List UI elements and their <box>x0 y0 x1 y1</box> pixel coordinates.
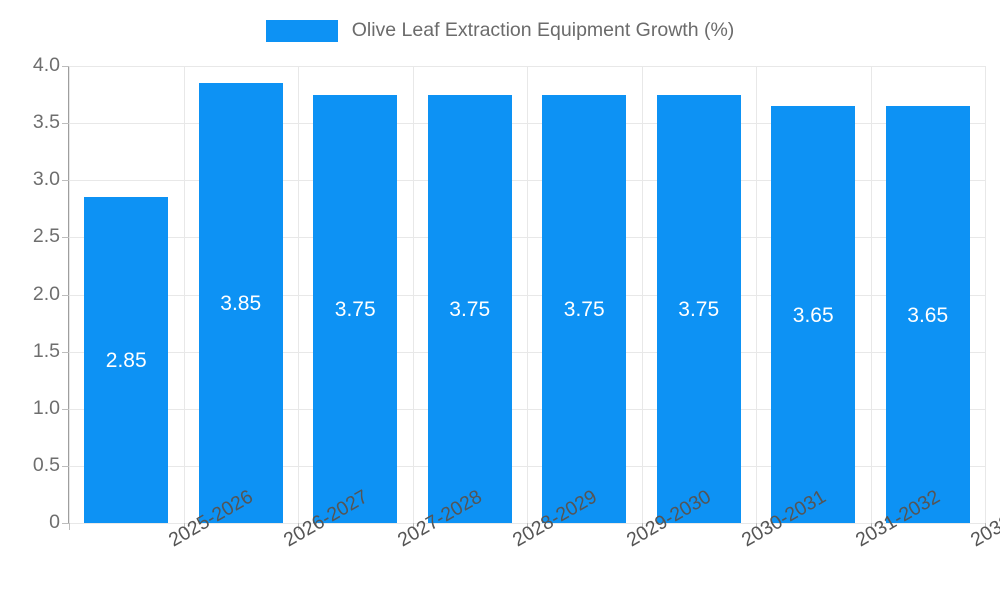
y-axis-tick-mark <box>62 295 69 296</box>
y-axis-tick-mark <box>62 466 69 467</box>
gridline-vertical <box>642 66 643 523</box>
y-axis-tick-label: 3.5 <box>32 111 60 134</box>
x-axis-tick-mark <box>756 523 757 530</box>
gridline-vertical <box>985 66 986 523</box>
x-axis-tick-label: 2032-2033 <box>966 485 1000 552</box>
bar-value-label: 2.85 <box>105 349 147 373</box>
y-axis-tick-mark <box>62 66 69 67</box>
x-axis-tick-mark <box>985 523 986 530</box>
x-axis-tick-label: 2030-2031 <box>738 486 830 552</box>
bar[interactable]: 3.75 <box>656 94 741 523</box>
x-axis-tick-mark <box>413 523 414 530</box>
plot-area: 2.85 3.85 3.75 3.75 3.75 3.75 3.65 3.65 <box>69 66 986 524</box>
y-axis-tick-mark <box>62 123 69 124</box>
x-axis-tick-label: 2026-2027 <box>280 486 372 552</box>
y-axis-tick-mark <box>62 409 69 410</box>
bar[interactable]: 2.85 <box>84 197 169 523</box>
chart-legend: Olive Leaf Extraction Equipment Growth (… <box>0 14 1000 48</box>
y-axis-tick-label: 2.5 <box>32 225 60 248</box>
x-axis-tick-label: 2028-2029 <box>509 486 601 552</box>
gridline-vertical <box>527 66 528 523</box>
legend-color-swatch <box>265 20 338 42</box>
gridline-vertical <box>413 66 414 523</box>
x-axis-tick-label: 2029-2030 <box>623 486 715 552</box>
y-axis-tick-label: 0 <box>49 511 60 533</box>
bar-value-label: 3.85 <box>220 292 262 316</box>
y-axis-tick-label: 4.0 <box>32 54 60 76</box>
gridline-vertical <box>184 66 185 523</box>
x-axis-tick-label: 2031-2032 <box>852 486 944 552</box>
y-axis-tick-label: 2.0 <box>32 282 60 305</box>
bar[interactable]: 3.65 <box>885 106 970 523</box>
bar-value-label: 3.75 <box>563 297 605 321</box>
bar-value-label: 3.75 <box>449 297 491 321</box>
bar[interactable]: 3.65 <box>771 106 856 523</box>
y-axis-tick-mark <box>62 180 69 181</box>
bar-value-label: 3.75 <box>678 297 720 321</box>
bar-value-label: 3.75 <box>334 297 376 321</box>
y-axis-tick-label: 1.5 <box>32 339 60 362</box>
x-axis-tick-mark <box>642 523 643 530</box>
x-axis-tick-label: 2025-2026 <box>165 486 257 552</box>
x-axis-tick-mark <box>871 523 872 530</box>
x-axis-tick-mark <box>69 523 70 530</box>
gridline-vertical <box>298 66 299 523</box>
y-axis-tick-mark <box>62 237 69 238</box>
gridline-vertical <box>69 66 70 523</box>
y-axis-tick-label: 0.5 <box>32 453 60 476</box>
y-axis-tick-labels: 0 0.5 1.0 1.5 2.0 2.5 3.0 3.5 4.0 <box>0 0 60 600</box>
y-axis-tick-mark <box>62 352 69 353</box>
bar-value-label: 3.65 <box>792 304 834 327</box>
bar[interactable]: 3.75 <box>313 94 398 523</box>
y-axis-tick-label: 3.0 <box>32 168 60 191</box>
y-axis-tick-label: 1.0 <box>32 396 60 419</box>
legend-label: Olive Leaf Extraction Equipment Growth (… <box>351 19 735 42</box>
bar[interactable]: 3.75 <box>542 94 627 523</box>
bar[interactable]: 3.75 <box>427 94 512 523</box>
bar-value-label: 3.65 <box>907 304 949 327</box>
gridline-vertical <box>871 66 872 523</box>
x-axis-tick-mark <box>298 523 299 530</box>
gridline-vertical <box>756 66 757 523</box>
bar[interactable]: 3.85 <box>198 83 283 523</box>
x-axis-tick-mark <box>184 523 185 530</box>
x-axis-tick-label: 2027-2028 <box>394 486 486 552</box>
x-axis-tick-mark <box>527 523 528 530</box>
y-axis-tick-mark <box>62 523 69 524</box>
